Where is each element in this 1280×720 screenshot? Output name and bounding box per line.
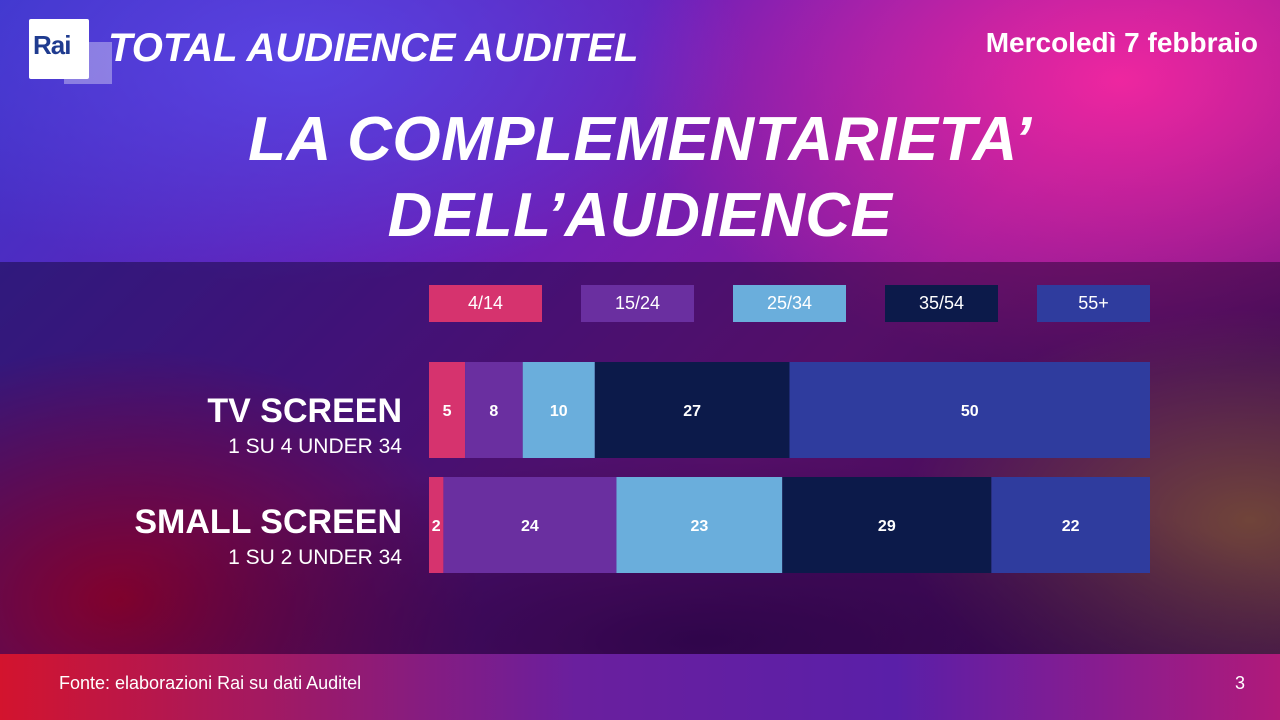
row-label-tv-screen: TV SCREEN 1 SU 4 UNDER 34 [207,392,402,459]
bar-segment [991,477,1150,573]
category-subtitle: 1 SU 4 UNDER 34 [228,435,402,458]
category-label: SMALL SCREEN [134,503,402,541]
data-label: 24 [521,518,539,535]
source-note: Fonte: elaborazioni Rai su dati Auditel [59,673,362,693]
data-label: 29 [878,518,896,535]
data-label: 23 [690,518,708,535]
bar-segment [616,477,783,573]
slide-title: TOTAL AUDIENCE AUDITEL [108,26,639,70]
logo-tile [64,42,112,84]
legend-item: 25/34 [733,285,846,322]
legend-item: 15/24 [581,285,694,322]
category-label: TV SCREEN [207,392,402,430]
bar-segment [465,362,523,458]
bar-segment [429,362,466,458]
bar-segment [429,477,444,573]
row-label-small-screen: SMALL SCREEN 1 SU 2 UNDER 34 [134,503,402,570]
headline-line-1: LA COMPLEMENTARIETA’ [248,105,1032,174]
bar-segment [443,477,617,573]
legend-item: 35/54 [885,285,998,322]
legend-item: 55+ [1037,285,1150,322]
bar-segment [594,362,790,458]
legend-item: 4/14 [429,285,542,322]
data-label: 10 [550,403,568,420]
category-subtitle: 1 SU 2 UNDER 34 [228,546,402,569]
data-label: 22 [1062,518,1080,535]
data-label: 2 [432,518,441,535]
headline-line-2: DELL’AUDIENCE [387,181,893,250]
bar-segment [789,362,1150,458]
bar-segment [522,362,595,458]
bar-segment [782,477,992,573]
footer-band [0,654,1280,720]
page-number: 3 [1234,673,1245,693]
data-label: 5 [443,403,452,420]
data-label: 27 [683,403,701,420]
data-label: 50 [961,403,979,420]
date-label: Mercoledì 7 febbraio [985,27,1258,58]
rai-logo [29,19,89,79]
rai-logo-text: Rai [33,30,71,60]
data-label: 8 [489,403,498,420]
